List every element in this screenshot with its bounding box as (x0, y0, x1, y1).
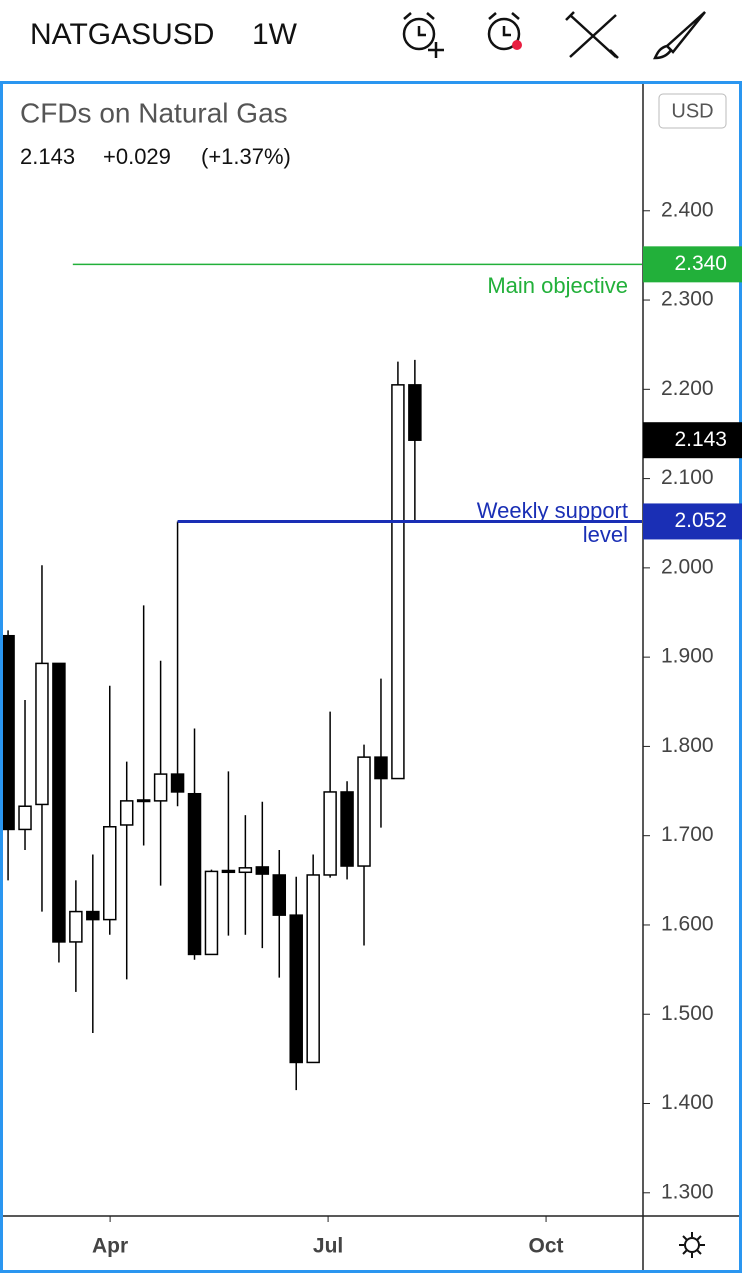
plot-area (3, 359, 422, 1091)
price-label: 2.340 (674, 252, 727, 275)
y-tick-label: 1.900 (661, 645, 714, 668)
y-tick-label: 1.800 (661, 734, 714, 757)
line-annotation: Main objective (487, 273, 628, 299)
candle-body (18, 805, 32, 831)
price-label-bg (643, 246, 742, 283)
candle-body (170, 773, 185, 793)
brush-icon[interactable] (652, 11, 706, 60)
last-price-label: 2.143 (674, 428, 727, 451)
candle-body (221, 869, 236, 874)
candle-body (238, 867, 253, 874)
y-tick-label: 2.000 (661, 555, 714, 578)
price-label: 2.052 (674, 509, 727, 532)
candle-body (3, 634, 15, 831)
quote-change: +0.029 (103, 144, 171, 169)
y-tick-label: 2.100 (661, 466, 714, 489)
y-tick-label: 2.400 (661, 198, 714, 221)
alerts-icon[interactable] (487, 12, 522, 51)
last-price-bg (643, 422, 742, 459)
candle-body (289, 914, 303, 1064)
candle-body (408, 384, 422, 441)
candle-body (187, 792, 202, 956)
x-tick-label: Jul (313, 1235, 343, 1258)
y-tick-label: 1.400 (661, 1091, 714, 1114)
candle-body (323, 791, 337, 876)
candle-body (52, 662, 66, 943)
candle-body (255, 866, 270, 875)
candle-body (119, 800, 134, 826)
candle-body (153, 773, 168, 802)
candle-body (136, 799, 151, 803)
quote-change-pct: (+1.37%) (201, 144, 291, 169)
tools-icon[interactable] (565, 11, 619, 59)
x-tick-label: Oct (529, 1235, 564, 1258)
candle-body (204, 870, 219, 956)
candle-body (340, 791, 354, 867)
candle-body (374, 756, 388, 780)
y-tick-label: 1.500 (661, 1002, 714, 1025)
y-tick-label: 1.600 (661, 913, 714, 936)
symbol[interactable]: NATGASUSD (30, 18, 214, 51)
currency-button[interactable] (658, 93, 727, 129)
candle-body (306, 874, 320, 1064)
candle-body (86, 910, 100, 921)
currency[interactable]: USD (671, 100, 713, 122)
y-tick-label: 2.200 (661, 377, 714, 400)
candle-body (357, 756, 371, 867)
candle-body (391, 384, 405, 780)
add-alert-icon[interactable] (402, 12, 444, 58)
y-tick-label: 1.300 (661, 1180, 714, 1203)
x-tick-label: Apr (92, 1235, 128, 1258)
chart-title: CFDs on Natural Gas (20, 97, 288, 128)
y-tick-label: 2.300 (661, 288, 714, 311)
candle-body (69, 910, 83, 943)
candle-body (103, 826, 117, 921)
interval[interactable]: 1W (252, 18, 298, 51)
candle-body (272, 874, 287, 916)
settings-icon[interactable] (679, 1232, 705, 1258)
price-label-bg (643, 503, 742, 540)
chart-frame (0, 81, 742, 1273)
y-tick-label: 1.700 (661, 823, 714, 846)
line-annotation: Weekly support level (476, 498, 628, 548)
candle-body (35, 662, 49, 806)
last-quote: 2.143 (20, 144, 75, 169)
